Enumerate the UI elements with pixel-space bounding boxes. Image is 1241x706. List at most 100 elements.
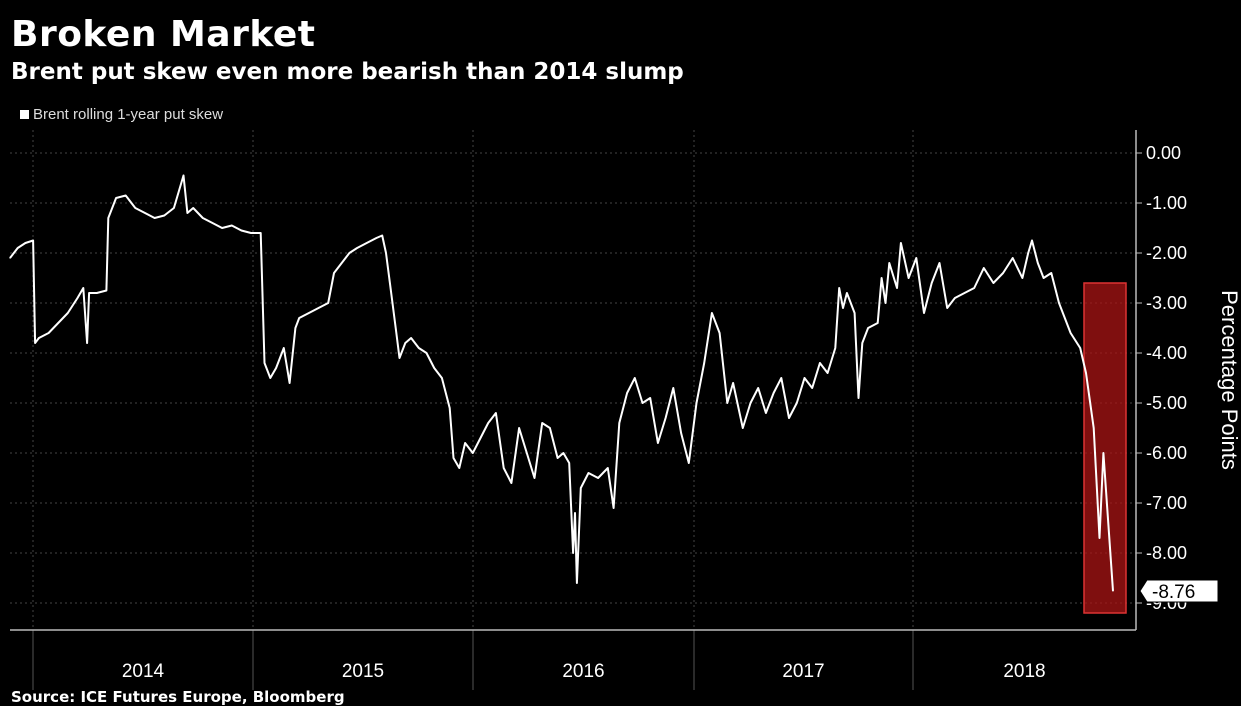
data-point: [1050, 272, 1052, 274]
data-point: [572, 552, 574, 554]
y-tick-label: -5.00: [1146, 393, 1187, 413]
data-point: [541, 422, 543, 424]
data-point: [289, 382, 291, 384]
data-point: [269, 377, 271, 379]
data-point: [946, 307, 948, 309]
data-point: [487, 422, 489, 424]
x-tick-label: 2017: [782, 661, 824, 682]
chart-title: Broken Market: [11, 14, 316, 55]
data-point: [1027, 252, 1029, 254]
data-point: [680, 432, 682, 434]
data-point: [896, 287, 898, 289]
data-point: [641, 402, 644, 404]
data-point: [834, 347, 836, 349]
data-point: [464, 442, 466, 444]
data-point: [838, 287, 840, 289]
data-point: [915, 257, 917, 259]
data-point: [780, 377, 782, 379]
data-point: [88, 292, 90, 294]
data-point: [182, 174, 185, 177]
legend: Brent rolling 1-year put skew: [20, 106, 223, 123]
data-point: [765, 412, 767, 414]
data-point: [173, 207, 175, 209]
data-point: [294, 327, 296, 329]
x-tick-label: 2014: [122, 661, 165, 682]
data-point: [441, 377, 443, 379]
data-point: [82, 287, 84, 289]
data-point: [385, 252, 387, 254]
data-point: [1012, 257, 1014, 259]
data-point: [597, 477, 599, 479]
data-point: [819, 362, 821, 364]
data-point: [107, 217, 109, 219]
data-point: [1079, 347, 1081, 349]
data-point: [557, 457, 559, 459]
data-point: [884, 302, 887, 304]
data-point: [333, 272, 335, 274]
data-point: [1085, 372, 1087, 374]
data-point: [695, 402, 698, 404]
y-tick-label: -4.00: [1146, 343, 1187, 363]
data-point: [125, 194, 127, 197]
data-point: [34, 342, 36, 344]
series-line: [9, 174, 1114, 592]
data-point: [163, 214, 165, 217]
y-tick-label: -2.00: [1146, 243, 1187, 263]
data-point: [867, 327, 869, 329]
data-point: [568, 462, 570, 464]
data-point: [757, 387, 759, 389]
data-point: [472, 452, 474, 454]
data-point: [1102, 452, 1104, 454]
data-point: [144, 212, 146, 214]
data-point: [395, 327, 397, 329]
data-point: [510, 482, 512, 484]
data-point: [703, 362, 705, 364]
data-point: [749, 402, 752, 404]
data-point: [954, 297, 956, 299]
data-point: [846, 292, 848, 294]
data-point: [1043, 277, 1045, 279]
data-point: [796, 402, 798, 404]
x-tick-label: 2015: [342, 661, 384, 682]
axes: 0.00 -1.00 -2.00 -3.00 -4.00 -5.00 -6.00 -7.00 -…: [10, 130, 1241, 690]
data-point: [1031, 239, 1033, 242]
data-point: [726, 402, 728, 404]
data-point: [366, 242, 368, 244]
data-point: [275, 367, 277, 369]
data-point: [186, 212, 188, 214]
data-point: [425, 352, 428, 354]
data-point: [773, 392, 775, 394]
data-point: [503, 467, 505, 469]
data-point: [742, 427, 744, 429]
data-point: [32, 239, 34, 242]
data-point: [356, 247, 358, 249]
y-tick-label: -7.00: [1146, 493, 1187, 513]
highlight-region: [1083, 282, 1127, 614]
data-point: [221, 227, 223, 229]
data-point: [576, 582, 578, 584]
data-point: [649, 397, 651, 399]
data-point: [732, 382, 734, 384]
data-point: [634, 377, 636, 379]
data-point: [381, 234, 383, 237]
data-point: [688, 462, 690, 464]
data-point: [854, 312, 856, 314]
data-point: [410, 337, 412, 339]
data-point: [105, 289, 107, 292]
data-point: [857, 397, 860, 399]
data-point: [211, 222, 214, 224]
data-point: [983, 267, 985, 269]
data-point: [308, 312, 310, 314]
data-point: [317, 307, 320, 309]
data-point: [711, 312, 713, 314]
y-axis-label: Percentage Points: [1217, 290, 1241, 470]
data-point: [452, 457, 455, 459]
data-point: [231, 224, 233, 227]
data-point: [788, 417, 790, 419]
data-point: [115, 197, 117, 199]
data-point: [202, 217, 204, 219]
data-point: [518, 427, 520, 429]
data-point: [48, 332, 50, 334]
data-point: [348, 252, 350, 254]
